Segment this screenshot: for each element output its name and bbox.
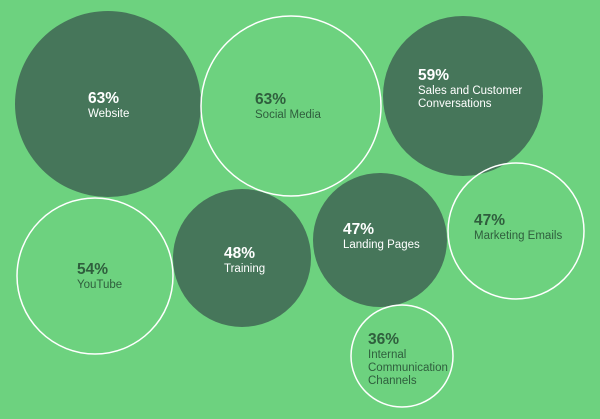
category-label: Training (224, 262, 266, 275)
category-label: YouTube (77, 278, 123, 291)
bubble-label-training: 48% Training (224, 245, 265, 276)
bubble-label-marketing-emails: 47% Marketing Emails (474, 212, 562, 243)
bubble-website (15, 11, 201, 197)
value-label: 36% (368, 331, 400, 348)
bubble-landing-pages (313, 173, 447, 307)
category-label: Sales and Customer Conversations (418, 84, 523, 111)
bubble-label-social-media: 63% Social Media (255, 91, 321, 122)
bubble-internal-communication-channels (350, 304, 454, 408)
value-label: 47% (343, 221, 375, 238)
value-label: 54% (77, 261, 109, 278)
category-label: Social Media (255, 108, 321, 121)
bubble-label-internal-communication-channels: 36% Internal Communication Channels (368, 331, 448, 388)
category-label: Website (88, 107, 130, 120)
category-label: Internal Communication Channels (368, 348, 448, 388)
bubble-label-youtube: 54% YouTube (77, 261, 122, 292)
bubble-label-landing-pages: 47% Landing Pages (343, 221, 420, 252)
bubble-training (173, 189, 311, 327)
bubble-social-media (200, 15, 382, 197)
bubble-sales-and-customer-conversations (383, 16, 543, 176)
bubble-marketing-emails (447, 162, 585, 300)
bubble-label-sales-and-customer-conversations: 59% Sales and Customer Conversations (418, 67, 522, 111)
value-label: 47% (474, 212, 506, 229)
value-label: 48% (224, 245, 256, 262)
category-label: Landing Pages (343, 238, 420, 251)
bubble-youtube (16, 197, 174, 355)
value-label: 63% (88, 90, 120, 107)
bubble-label-website: 63% Website (88, 90, 129, 121)
value-label: 59% (418, 67, 450, 84)
category-label: Marketing Emails (474, 229, 563, 242)
value-label: 63% (255, 91, 287, 108)
